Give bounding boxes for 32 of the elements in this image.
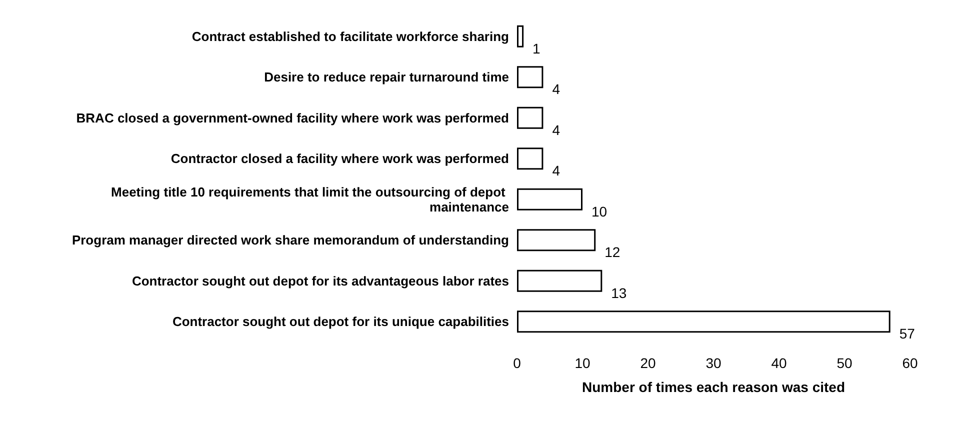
bar [517,66,544,88]
x-tick-label: 30 [706,355,722,371]
bar [517,106,544,129]
data-label: 1 [532,40,541,56]
y-tick-label: Program manager directed work share memorandum of understanding [72,232,510,248]
bar [517,148,544,170]
y-tick-label: Contractor sought out depot for its unique capabilities [172,314,509,330]
data-label: 57 [899,326,916,342]
y-tick-label: Contractor closed a facility where work was performed [170,151,510,166]
bar [517,25,524,48]
bar [517,270,602,292]
data-label: 4 [552,162,560,179]
x-tick-label: 50 [836,355,852,371]
x-tick-label: 10 [574,355,590,371]
x-tick-label: 0 [513,355,522,371]
data-label: 12 [604,244,620,260]
y-tick-label: Contractor sought out depot for its advantageous labor rates [132,273,509,288]
y-tick-label: Desire to reduce repair turnaround time [264,70,509,85]
x-axis-title: Number of times each reason was cited [582,379,845,395]
data-label: 13 [611,284,627,301]
y-tick-label: BRAC closed a government-owned facility where work was performed [76,110,510,126]
x-tick-label: 20 [640,355,656,371]
x-tick-label: 40 [771,355,787,371]
data-label: 4 [552,81,560,98]
x-tick-label: 60 [902,355,918,371]
bar [517,188,582,210]
bar [517,310,890,333]
y-tick-label: Meeting title 10 requirements that limit the outsourcing of depot maintenance [111,184,509,214]
bar [517,229,596,252]
data-label: 4 [552,122,560,138]
data-label: 10 [592,203,608,220]
y-tick-label: Contract established to facilitate workforce sharing [192,28,510,44]
